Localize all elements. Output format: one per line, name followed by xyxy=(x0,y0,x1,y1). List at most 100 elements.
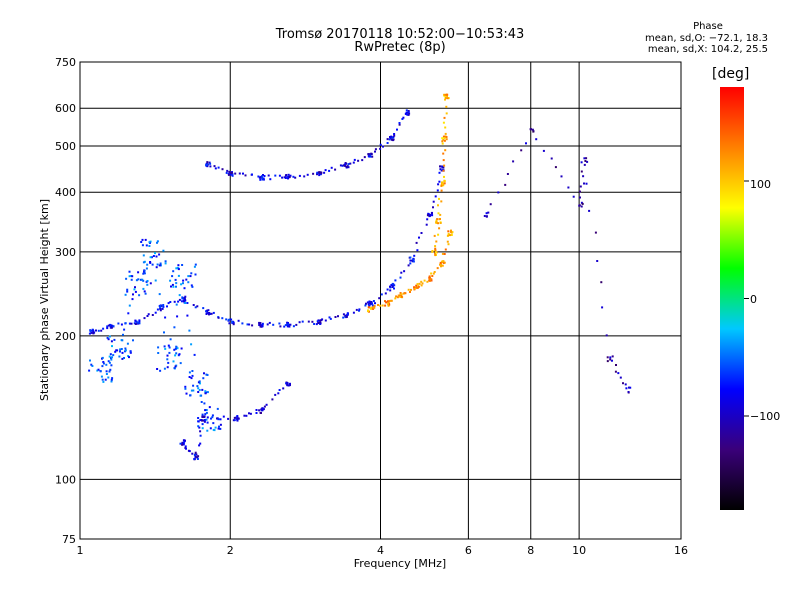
echo-point xyxy=(535,138,538,141)
echo-point xyxy=(147,313,150,316)
echo-point xyxy=(439,218,441,220)
echo-point xyxy=(232,323,235,326)
echo-point xyxy=(114,350,117,353)
echo-point xyxy=(443,180,446,183)
echo-point xyxy=(211,414,214,417)
echo-point xyxy=(441,264,444,267)
echo-point xyxy=(349,162,352,165)
echo-point xyxy=(428,275,431,278)
echo-point xyxy=(369,155,372,158)
echo-point xyxy=(244,174,247,177)
echo-point xyxy=(581,202,584,205)
echo-point xyxy=(129,350,132,353)
echo-point xyxy=(409,262,412,265)
echo-point xyxy=(594,231,597,234)
echo-point xyxy=(228,322,231,325)
echo-point xyxy=(217,166,220,169)
echo-point xyxy=(89,359,91,362)
echo-point xyxy=(580,201,583,204)
echo-point xyxy=(585,182,588,185)
echo-point xyxy=(444,149,447,152)
echo-point xyxy=(373,306,376,309)
echo-point xyxy=(627,391,630,393)
echo-point xyxy=(138,294,141,297)
echo-point xyxy=(315,323,318,326)
echo-point xyxy=(156,240,159,243)
echo-point xyxy=(431,214,434,217)
echo-point xyxy=(158,293,161,296)
echo-point xyxy=(567,186,570,189)
echo-point xyxy=(144,238,147,241)
echo-point xyxy=(206,416,209,419)
echo-point xyxy=(288,325,291,328)
echo-point xyxy=(164,316,167,319)
echo-point xyxy=(221,168,224,171)
echo-point xyxy=(408,112,411,115)
echo-point xyxy=(159,264,162,267)
echo-point xyxy=(186,314,189,317)
echo-point xyxy=(197,420,200,423)
echo-point xyxy=(217,316,220,319)
echo-point xyxy=(124,293,127,296)
echo-point xyxy=(306,173,309,176)
echo-point xyxy=(88,332,91,335)
echo-point xyxy=(278,174,281,177)
y-tick-500: 500 xyxy=(55,140,76,153)
echo-point xyxy=(274,174,277,177)
echo-point xyxy=(117,322,120,325)
echo-point xyxy=(190,389,193,392)
echo-point xyxy=(279,325,282,328)
echo-point xyxy=(384,300,386,303)
echo-point xyxy=(262,408,265,411)
echo-point xyxy=(344,314,347,317)
echo-point xyxy=(259,411,262,414)
echo-point xyxy=(365,302,367,305)
echo-point xyxy=(370,307,373,310)
echo-point xyxy=(605,334,608,337)
echo-point xyxy=(208,161,211,164)
echo-point xyxy=(232,321,235,324)
echo-point xyxy=(428,276,431,279)
echo-point xyxy=(318,171,321,174)
echo-point xyxy=(342,313,345,316)
echo-point xyxy=(390,299,393,302)
echo-point xyxy=(572,195,575,198)
echo-point xyxy=(205,310,208,313)
echo-point xyxy=(579,190,581,193)
echo-point xyxy=(430,272,433,275)
echo-point xyxy=(420,280,423,283)
echo-point xyxy=(182,279,185,282)
echo-point xyxy=(446,93,449,96)
echo-point xyxy=(403,270,406,273)
echo-point xyxy=(261,409,264,412)
echo-point xyxy=(289,174,292,177)
echo-point xyxy=(316,320,319,323)
echo-point xyxy=(197,391,200,393)
echo-point xyxy=(271,398,274,401)
echo-point xyxy=(148,245,151,247)
echo-point xyxy=(542,149,545,152)
echo-point xyxy=(136,321,139,324)
echo-point xyxy=(442,159,445,162)
echo-point xyxy=(369,154,372,157)
echo-point xyxy=(177,274,180,277)
echo-point xyxy=(203,372,205,375)
echo-point xyxy=(262,178,265,181)
echo-point xyxy=(579,185,582,188)
echo-point xyxy=(251,173,253,176)
echo-point xyxy=(392,139,394,142)
echo-point xyxy=(193,458,196,460)
echo-point xyxy=(142,261,145,264)
echo-point xyxy=(181,264,184,266)
echo-point xyxy=(281,176,284,179)
echo-point xyxy=(178,298,181,301)
echo-point xyxy=(399,292,402,294)
echo-point xyxy=(236,415,239,418)
echo-point xyxy=(497,191,500,194)
echo-point xyxy=(399,294,402,297)
chart-subtitle: RwPretec (8p) xyxy=(354,40,446,55)
echo-point xyxy=(378,297,381,300)
echo-point xyxy=(380,293,383,296)
echo-point xyxy=(396,296,399,299)
y-tick-labels: 75 100 200 300 400 500 600 750 xyxy=(55,56,76,546)
